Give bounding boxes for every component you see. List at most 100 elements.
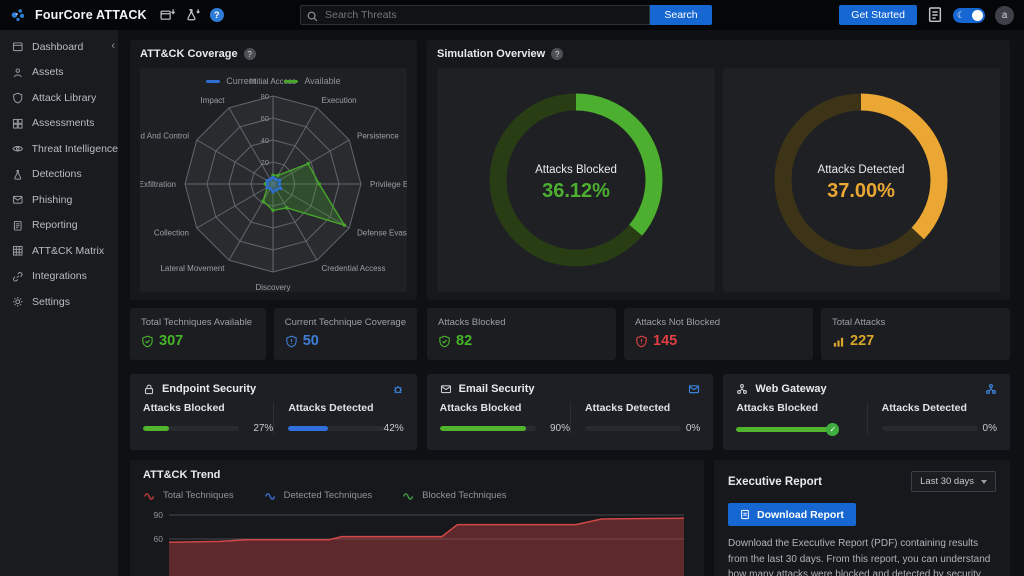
progress-value: 0% [685,423,701,434]
attck-trend-panel: ATT&CK Trend Total Techniques Detected T… [130,460,704,576]
agent-download-icon[interactable] [160,8,176,22]
search-button[interactable]: Search [650,5,712,25]
stat-card-total-techniques: Total Techniques Available 307 [130,308,266,360]
stat-card-current-coverage: Current Technique Coverage 50 [273,308,417,360]
search-input[interactable] [300,5,650,25]
download-report-button[interactable]: Download Report [728,503,856,526]
sidebar-item-assets[interactable]: Assets [0,60,118,86]
envelope-icon [12,194,24,206]
sidebar-item-assessments[interactable]: Assessments [0,111,118,137]
shield-check-icon [439,335,450,347]
legend-label: Available [304,76,341,86]
stat-label: Total Techniques Available [141,317,253,328]
get-started-button[interactable]: Get Started [839,5,917,25]
sidebar-item-label: Detections [32,168,82,181]
metric-attacks-detected: Attacks Detected 42% [273,402,404,434]
download-report-label: Download Report [757,508,844,521]
dark-mode-toggle[interactable]: ☾ [953,7,985,23]
svg-text:Collection: Collection [154,229,189,238]
sidebar-item-integrations[interactable]: Integrations [0,264,118,290]
stat-value: 82 [456,333,473,349]
avatar[interactable]: a [995,5,1014,25]
date-range-value: Last 30 days [920,476,974,487]
report-description: Download the Executive Report (PDF) cont… [728,538,991,576]
docs-icon[interactable] [927,7,943,23]
check-icon: ✓ [826,423,840,436]
stat-label: Attacks Not Blocked [635,317,721,328]
progress-bar [736,427,833,432]
sidebar-item-attck-matrix[interactable]: ATT&CK Matrix [0,238,118,264]
network-icon [985,383,997,395]
eye-icon [12,143,24,155]
sec-title: Web Gateway [755,383,827,395]
progress-value: 42% [383,423,404,434]
stat-label: Current Technique Coverage [284,317,406,328]
lock-icon [143,383,155,395]
metric-label: Attacks Detected [288,402,374,414]
sec-title: Endpoint Security [162,383,257,395]
svg-text:60: 60 [261,114,269,123]
legend-swatch-current [206,79,221,83]
line-series-icon [144,492,155,500]
sidebar-item-phishing[interactable]: Phishing [0,187,118,213]
help-icon[interactable]: ? [551,48,564,60]
svg-text:Initial Access: Initial Access [250,77,296,86]
stat-value: 145 [653,333,678,349]
topbar: FourCore ATTACK ? Search Get Started ☾ [0,0,1024,30]
date-range-select[interactable]: Last 30 days [911,471,996,492]
stat-value: 227 [850,333,875,349]
sidebar-item-label: Phishing [32,193,73,206]
network-icon [736,383,748,395]
stat-card-attacks-blocked: Attacks Blocked 82 [427,308,616,360]
metric-attacks-blocked: Attacks Blocked 90% [439,402,570,434]
sidebar-item-reporting[interactable]: Reporting [0,213,118,239]
stat-value: 307 [159,333,184,349]
report-title: Executive Report [728,475,822,488]
lab-download-icon[interactable] [185,8,201,22]
trend-legend: Total Techniques Detected Techniques Blo… [143,490,691,501]
web-gateway-card: Web Gateway Attacks Blocked ✓ Attacks De… [723,374,1011,450]
fourcore-logo [10,8,26,22]
stat-value: 50 [302,333,319,349]
svg-text:80: 80 [261,92,269,101]
svg-text:Attacks Detected: Attacks Detected [818,164,905,176]
main-content: ATT&CK Coverage ? Current Available 20 40… [118,30,1024,576]
brand-title: FourCore ATTACK [35,8,147,22]
metric-attacks-detected: Attacks Detected 0% [570,402,700,434]
progress-value: 90% [549,423,570,434]
gear-icon [12,296,24,308]
help-icon[interactable]: ? [243,48,256,60]
svg-text:Credential Access: Credential Access [322,264,386,273]
assets-icon [12,66,24,78]
attck-coverage-panel: ATT&CK Coverage ? Current Available 20 40… [130,40,417,300]
sidebar-item-dashboard[interactable]: Dashboard [0,34,118,60]
sidebar-item-settings[interactable]: Settings [0,289,118,315]
sidebar-item-label: ATT&CK Matrix [32,244,105,257]
legend-swatch-available [284,79,299,83]
dashboard-icon [12,41,24,53]
metric-label: Attacks Blocked [439,402,522,414]
svg-text:Lateral Movement: Lateral Movement [160,264,225,273]
sidebar-item-detections[interactable]: Detections [0,162,118,188]
metric-label: Attacks Detected [881,402,967,414]
envelope-icon [688,383,700,395]
moon-icon: ☾ [957,9,966,20]
radar-legend: Current Available [140,76,407,86]
panel-title: ATT&CK Coverage [140,48,238,60]
envelope-icon [440,383,452,395]
help-icon[interactable]: ? [209,8,224,22]
sidebar-item-threat-intelligence[interactable]: Threat Intelligence [0,136,118,162]
legend-blocked-techniques: Blocked Techniques [402,490,507,501]
stat-card-total-attacks: Total Attacks 227 [821,308,1010,360]
bug-icon [392,383,404,395]
sidebar-item-label: Integrations [32,270,87,283]
sidebar: ‹ Dashboard Assets Attack Library Assess… [0,30,118,576]
flask-icon [12,168,24,180]
sidebar-item-label: Threat Intelligence [31,142,118,155]
sidebar-item-attack-library[interactable]: Attack Library [0,85,118,111]
sidebar-item-label: Dashboard [32,40,84,53]
grid-icon [12,117,24,129]
sidebar-collapse-chevron[interactable]: ‹ [111,40,115,52]
progress-bar [881,426,978,431]
shield-alert-icon [286,335,297,347]
